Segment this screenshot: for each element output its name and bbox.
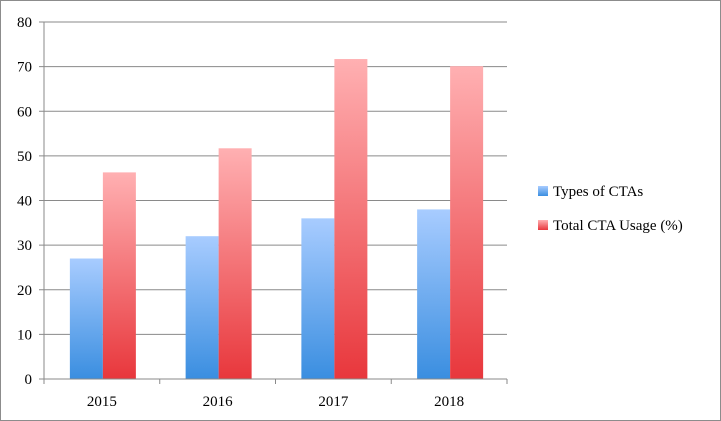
y-tick-label: 60 xyxy=(17,104,32,120)
legend: Types of CTAs Total CTA Usage (%) xyxy=(538,184,683,234)
y-tick-label: 40 xyxy=(17,194,32,210)
axes: 0 10 20 30 40 50 60 70 80 2015 2016 2017 2018 xyxy=(17,15,508,410)
legend-label-1: Total CTA Usage (%) xyxy=(553,218,683,234)
y-tick-label: 10 xyxy=(17,327,32,343)
y-tick-label: 80 xyxy=(17,15,32,31)
y-tick-label: 30 xyxy=(17,238,32,254)
x-tick-label: 2016 xyxy=(203,394,234,410)
bar-types-of-ctas-2017 xyxy=(301,218,335,379)
y-tick-label: 20 xyxy=(17,283,32,299)
x-tick-label: 2018 xyxy=(434,394,464,410)
bar-total-cta-usage-2017 xyxy=(334,59,368,379)
x-tick-label: 2015 xyxy=(87,394,117,410)
legend-swatch-1 xyxy=(538,220,548,230)
y-tick-label: 0 xyxy=(25,372,33,388)
bar-types-of-ctas-2016 xyxy=(185,236,219,379)
bars xyxy=(69,59,484,380)
bar-types-of-ctas-2018 xyxy=(417,209,451,379)
y-tick-label: 50 xyxy=(17,149,32,165)
bar-total-cta-usage-2018 xyxy=(450,66,484,380)
x-tick-label: 2017 xyxy=(318,394,349,410)
bar-types-of-ctas-2015 xyxy=(69,258,103,379)
y-tick-label: 70 xyxy=(17,60,32,76)
bar-total-cta-usage-2015 xyxy=(102,172,136,379)
legend-swatch-0 xyxy=(538,186,548,196)
bar-total-cta-usage-2016 xyxy=(218,148,252,379)
legend-label-0: Types of CTAs xyxy=(553,184,643,200)
